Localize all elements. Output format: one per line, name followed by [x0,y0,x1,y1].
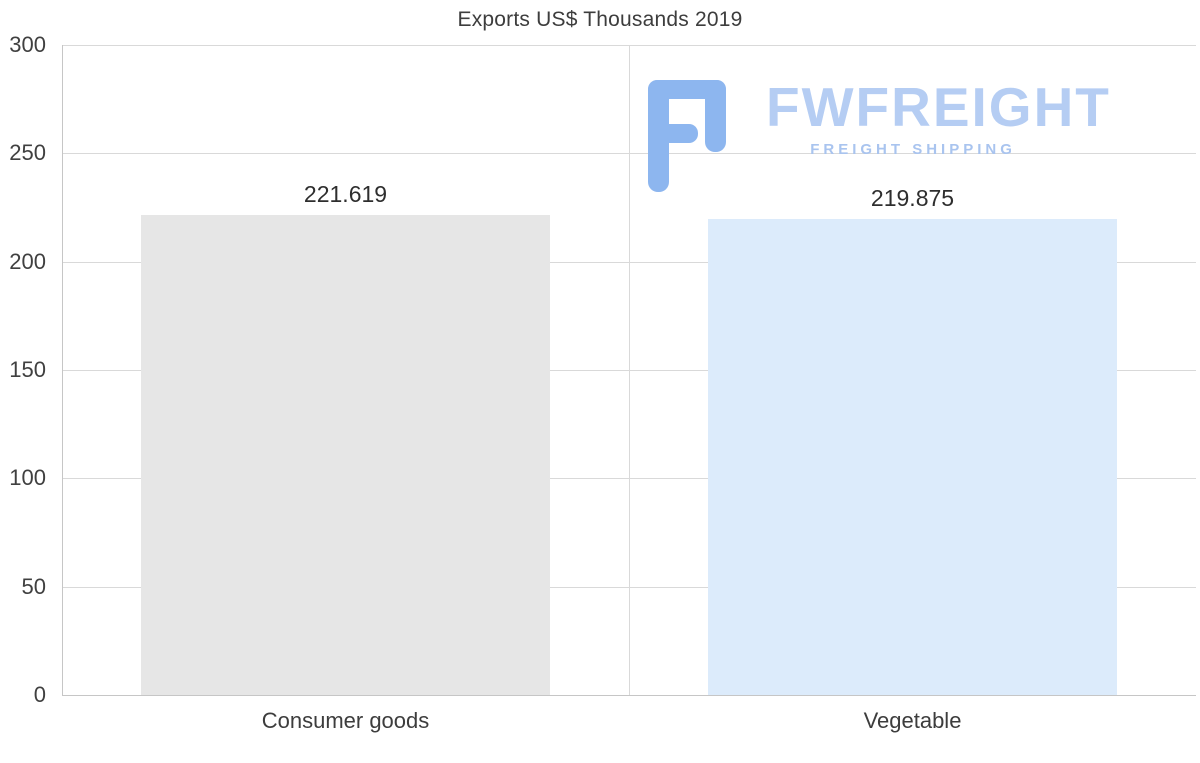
y-axis-tick-label: 150 [9,357,46,382]
y-axis-tick-label: 250 [9,140,46,166]
x-axis-line [62,695,1196,696]
x-axis-label-consumer-goods: Consumer goods [261,708,430,733]
category-separator-gridline [629,45,630,695]
x-axis-label-vegetable: Vegetable [863,708,962,733]
y-axis-tick-label: 100 [9,465,46,491]
value-label-consumer-goods: 221.619 [303,180,388,207]
y-axis-tick-label: 0 [33,682,46,707]
y-axis-tick-label: 200 [9,248,46,274]
y-axis-tick-label: 50 [21,573,46,599]
y-axis-line [62,45,63,695]
value-label-vegetable: 219.875 [870,184,955,211]
watermark-logo: FWFREIGHT FREIGHT SHIPPING [648,66,1111,192]
y-axis-tick-label: 300 [9,32,46,57]
watermark-tagline: FREIGHT SHIPPING [810,141,1016,158]
watermark-brand: FWFREIGHT [766,76,1111,138]
chart-title: Exports US$ Thousands 2019 [457,8,743,31]
fwfreight-logo-icon [648,80,726,192]
watermark-text: FWFREIGHT FREIGHT SHIPPING [766,66,1111,159]
bar-consumer-goods [141,214,550,695]
bar-vegetable [708,218,1117,695]
